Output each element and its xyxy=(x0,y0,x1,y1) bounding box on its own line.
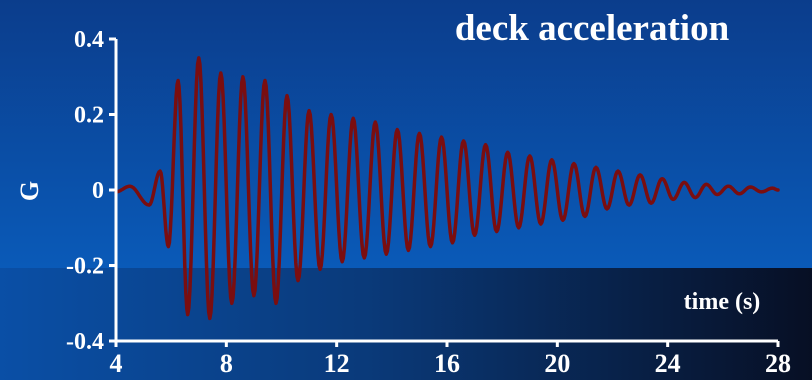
y-tick-label: -0.4 xyxy=(66,329,104,355)
y-axis-label: G xyxy=(15,181,44,201)
x-axis-label: time (s) xyxy=(684,289,761,315)
x-tick-label: 16 xyxy=(434,349,460,378)
x-tick-label: 8 xyxy=(220,349,233,378)
x-tick-label: 12 xyxy=(324,349,350,378)
y-tick-label: -0.2 xyxy=(66,254,104,280)
y-tick-label: 0.2 xyxy=(74,103,104,129)
x-tick-label: 24 xyxy=(655,349,681,378)
background-lower-band xyxy=(0,268,812,380)
series-line xyxy=(114,56,780,321)
x-tick-label: 4 xyxy=(110,349,123,378)
chart-title: deck acceleration xyxy=(455,8,730,49)
x-tick-label: 20 xyxy=(544,349,570,378)
y-tick-label: 0 xyxy=(92,178,104,204)
x-axis-ticks: 4 8 12 16 20 24 28 xyxy=(110,341,791,378)
y-tick-label: 0.4 xyxy=(74,27,104,53)
y-axis-ticks: 0.4 0.2 0 -0.2 -0.4 xyxy=(66,27,116,355)
x-tick-label: 28 xyxy=(765,349,791,378)
